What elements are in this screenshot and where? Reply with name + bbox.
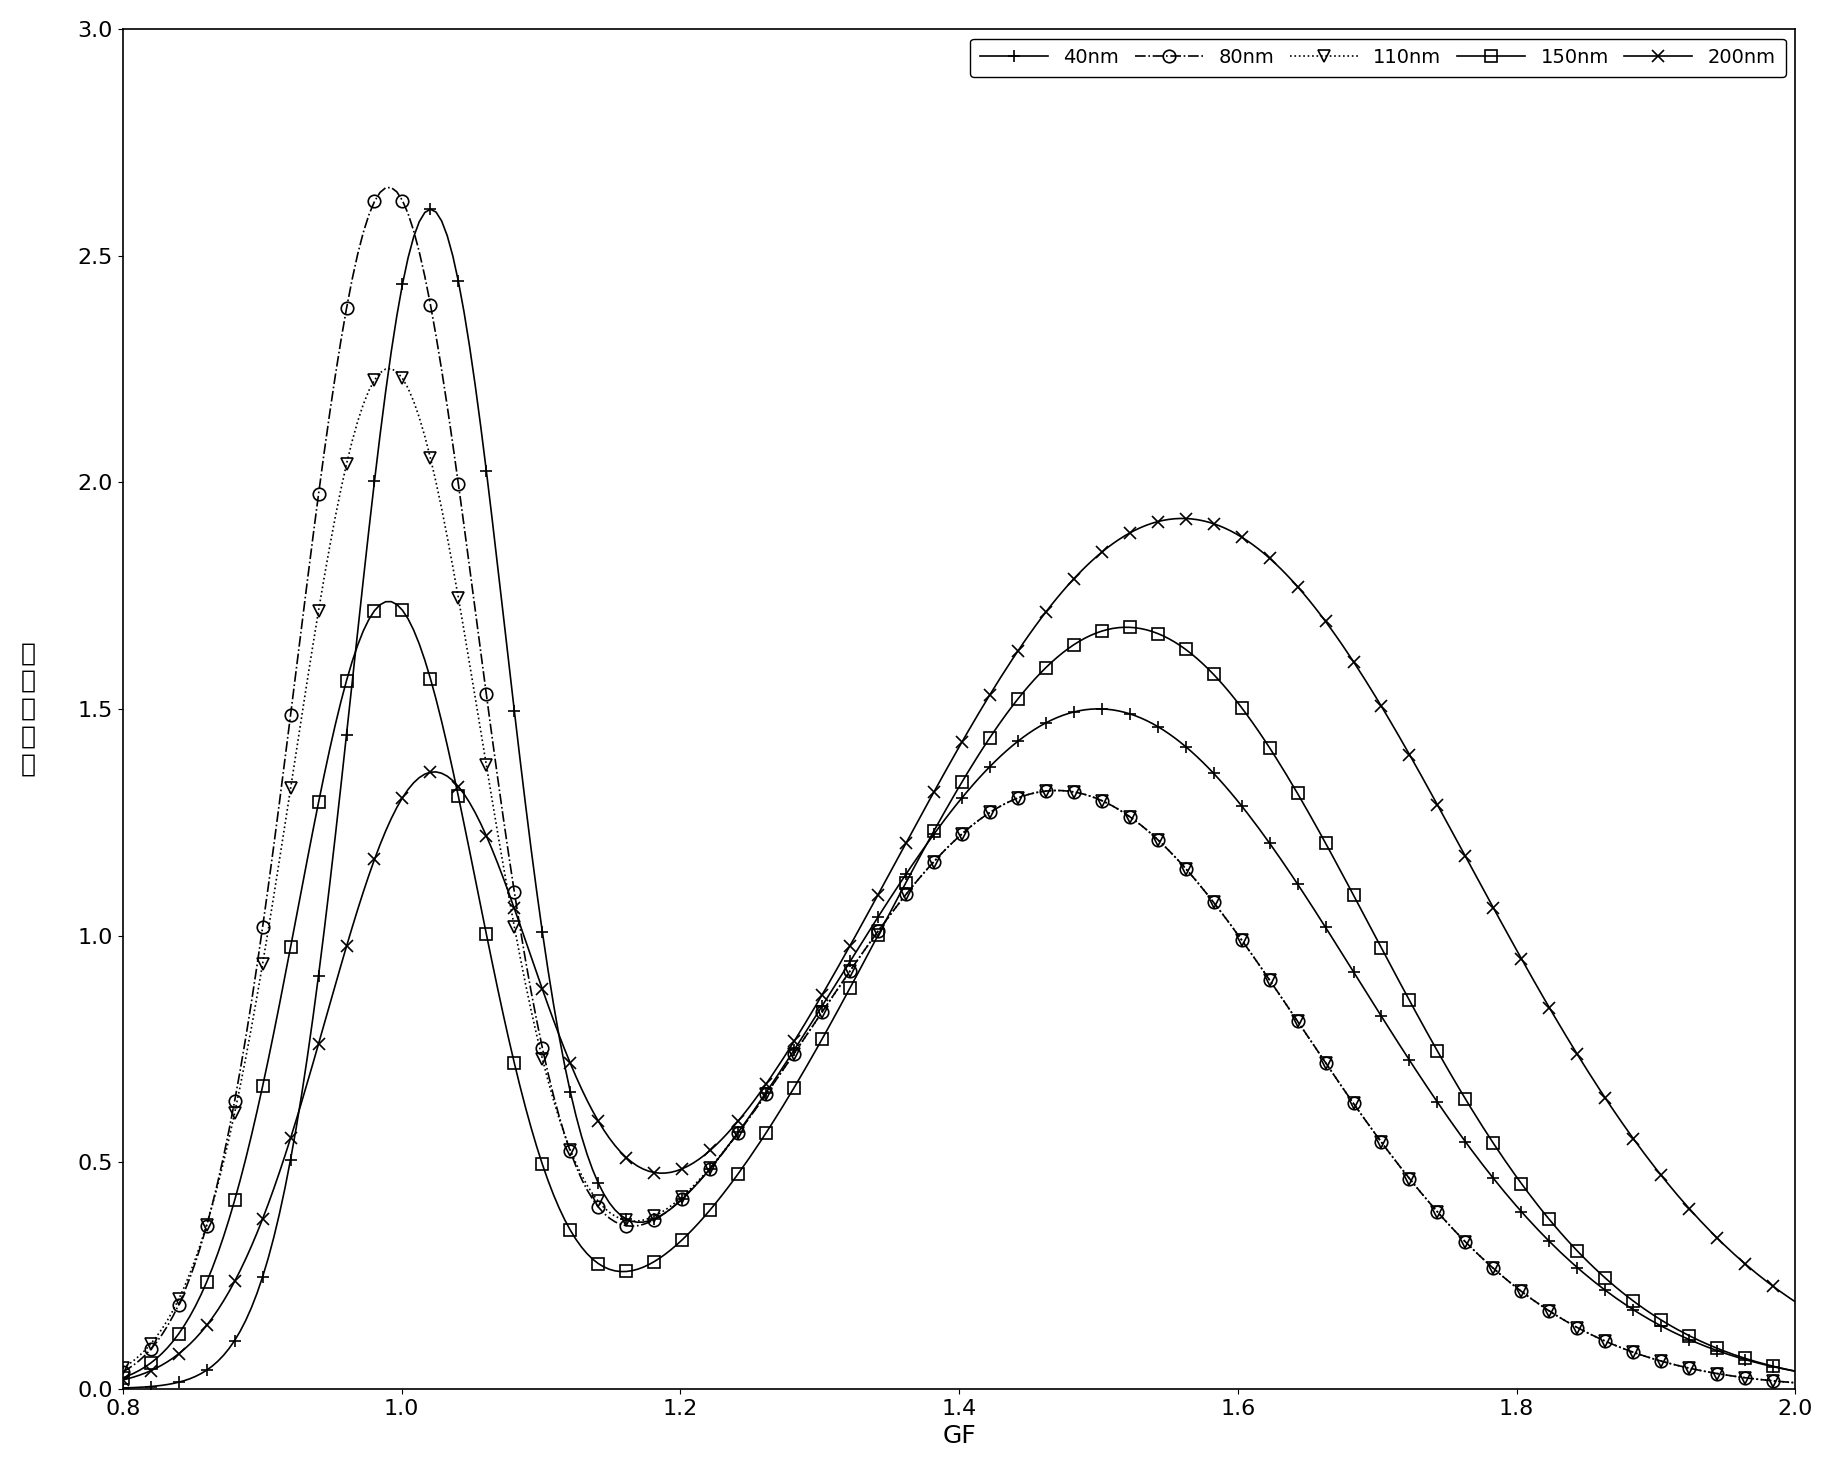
110nm: [1113, 804, 1135, 821]
150nm: [1108, 618, 1130, 636]
200nm: [1168, 510, 1190, 527]
Line: 80nm: 80nm: [117, 181, 1801, 1390]
40nm: [1634, 1307, 1656, 1325]
80nm: [1113, 804, 1135, 821]
40nm: [117, 1379, 139, 1397]
Y-axis label: 归
一
化
浓
度: 归 一 化 浓 度: [20, 642, 37, 777]
40nm: [420, 200, 442, 217]
110nm: [1528, 1294, 1550, 1312]
110nm: [380, 360, 402, 378]
150nm: [1784, 1362, 1806, 1379]
200nm: [1528, 980, 1550, 997]
110nm: [1634, 1347, 1656, 1365]
80nm: [112, 1363, 134, 1381]
80nm: [1784, 1374, 1806, 1391]
150nm: [1634, 1300, 1656, 1318]
200nm: [1784, 1293, 1806, 1310]
40nm: [1113, 704, 1135, 721]
110nm: [1108, 801, 1130, 818]
200nm: [117, 1369, 139, 1387]
80nm: [1634, 1347, 1656, 1365]
110nm: [117, 1356, 139, 1374]
Line: 40nm: 40nm: [117, 203, 1801, 1394]
110nm: [112, 1359, 134, 1376]
Line: 150nm: 150nm: [117, 596, 1801, 1384]
Line: 200nm: 200nm: [117, 513, 1801, 1387]
80nm: [1108, 801, 1130, 818]
150nm: [380, 593, 402, 611]
200nm: [1634, 1144, 1656, 1162]
200nm: [1108, 530, 1130, 548]
150nm: [112, 1369, 134, 1387]
150nm: [1141, 623, 1163, 640]
200nm: [1135, 517, 1157, 535]
110nm: [1141, 826, 1163, 843]
80nm: [380, 179, 402, 197]
X-axis label: GF: GF: [943, 1423, 976, 1448]
40nm: [1528, 1221, 1550, 1238]
150nm: [1528, 1197, 1550, 1215]
200nm: [112, 1371, 134, 1388]
40nm: [1141, 714, 1163, 732]
Legend: 40nm, 80nm, 110nm, 150nm, 200nm: 40nm, 80nm, 110nm, 150nm, 200nm: [970, 38, 1786, 76]
40nm: [112, 1379, 134, 1397]
40nm: [1108, 702, 1130, 720]
200nm: [1102, 535, 1124, 552]
80nm: [117, 1360, 139, 1378]
110nm: [1784, 1374, 1806, 1391]
150nm: [117, 1366, 139, 1384]
40nm: [1784, 1362, 1806, 1379]
80nm: [1528, 1294, 1550, 1312]
80nm: [1141, 826, 1163, 843]
150nm: [1113, 618, 1135, 636]
Line: 110nm: 110nm: [117, 363, 1801, 1390]
